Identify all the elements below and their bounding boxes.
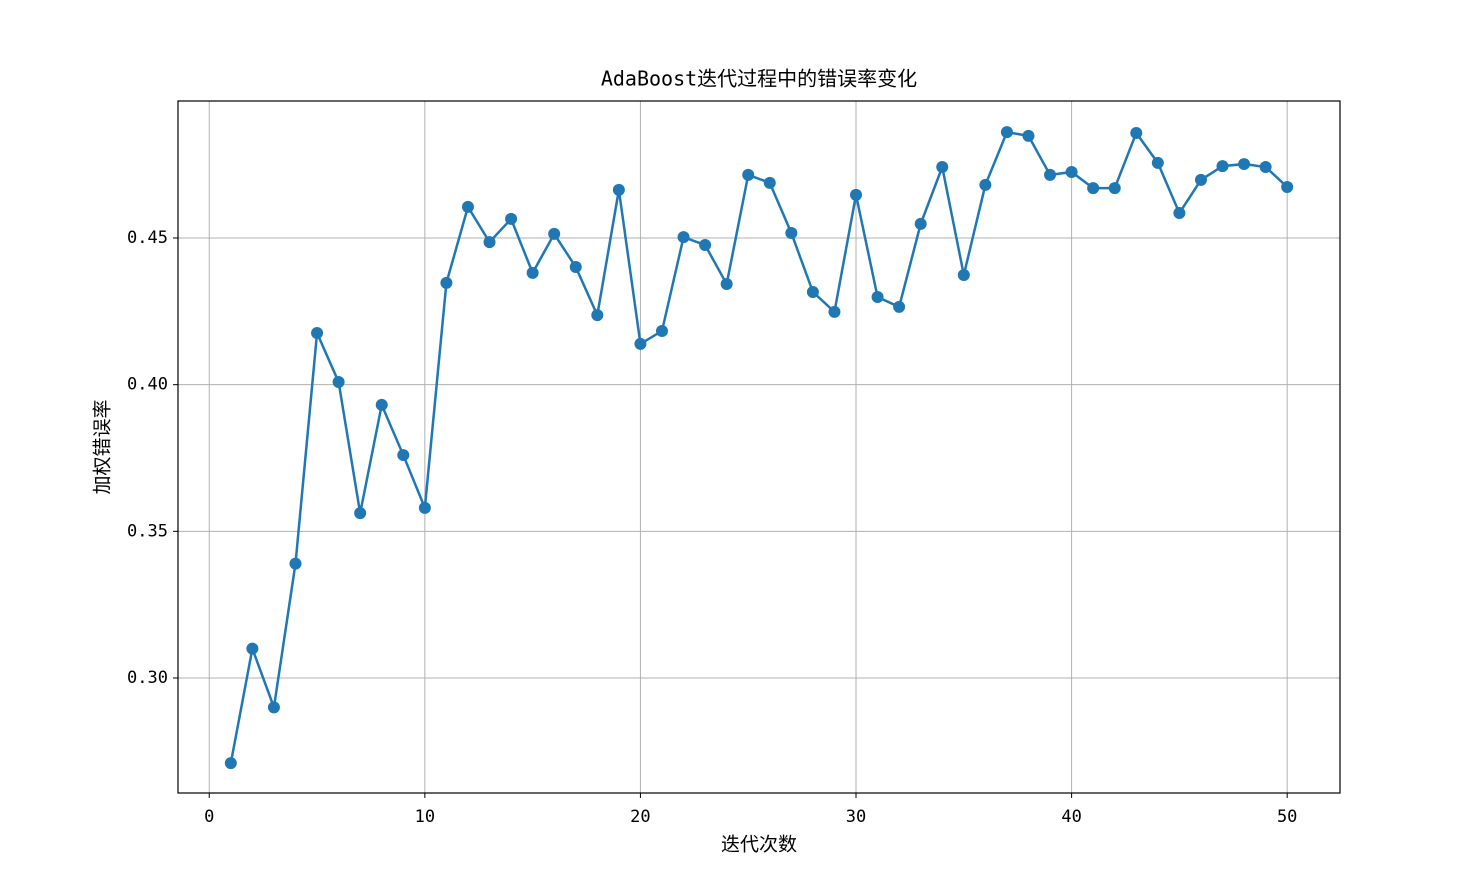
x-tick-label: 10 <box>415 807 435 827</box>
data-point <box>526 266 539 279</box>
data-point <box>806 285 819 298</box>
data-point <box>1130 126 1143 139</box>
data-point <box>893 300 906 313</box>
data-point <box>1000 126 1013 139</box>
data-point <box>1238 158 1251 171</box>
x-tick-label: 40 <box>1061 807 1081 827</box>
x-tick-label: 0 <box>204 807 214 827</box>
data-point <box>871 290 884 303</box>
data-point <box>267 701 280 714</box>
data-point <box>828 305 841 318</box>
data-point <box>785 227 798 240</box>
data-point <box>289 557 302 570</box>
chart-title: AdaBoost迭代过程中的错误率变化 <box>601 67 917 91</box>
y-tick-label: 0.35 <box>127 521 168 541</box>
data-point <box>979 178 992 191</box>
data-point <box>591 309 604 322</box>
x-tick-label: 30 <box>846 807 866 827</box>
data-point <box>311 327 324 340</box>
x-axis-label: 迭代次数 <box>721 834 797 856</box>
series-line <box>229 130 1289 764</box>
data-point <box>461 200 474 213</box>
data-point <box>569 261 582 274</box>
data-point <box>1151 156 1164 169</box>
data-point <box>332 376 345 389</box>
plot-frame <box>177 100 1341 794</box>
data-point <box>1259 161 1272 174</box>
data-point <box>763 176 776 189</box>
data-point <box>850 188 863 201</box>
data-point <box>1044 168 1057 181</box>
data-point <box>548 227 561 240</box>
data-point <box>1022 129 1035 142</box>
data-point <box>914 217 927 230</box>
data-point <box>699 239 712 252</box>
data-point <box>634 337 647 350</box>
data-point <box>957 268 970 281</box>
y-tick-label: 0.40 <box>127 375 168 395</box>
data-point <box>375 398 388 411</box>
data-point <box>354 507 367 520</box>
data-point <box>397 449 410 462</box>
data-point <box>742 168 755 181</box>
data-point <box>936 161 949 174</box>
data-point <box>1281 180 1294 193</box>
y-axis-label: 加权错误率 <box>92 399 114 494</box>
data-point <box>677 231 690 244</box>
data-point <box>224 757 237 770</box>
data-point <box>483 236 496 249</box>
data-point <box>720 278 733 291</box>
x-tick-label: 50 <box>1277 807 1297 827</box>
y-tick-label: 0.45 <box>127 228 168 248</box>
y-tick-label: 0.30 <box>127 668 168 688</box>
data-point <box>612 183 625 196</box>
data-point <box>1194 173 1207 186</box>
data-point <box>655 324 668 337</box>
data-point <box>246 642 259 655</box>
x-tick-label: 20 <box>630 807 650 827</box>
data-point <box>440 276 453 289</box>
data-point <box>505 212 518 225</box>
data-point <box>1108 182 1121 195</box>
data-point <box>418 501 431 514</box>
data-point <box>1216 160 1229 173</box>
data-point <box>1065 165 1078 178</box>
data-point <box>1087 182 1100 195</box>
data-point <box>1173 207 1186 220</box>
